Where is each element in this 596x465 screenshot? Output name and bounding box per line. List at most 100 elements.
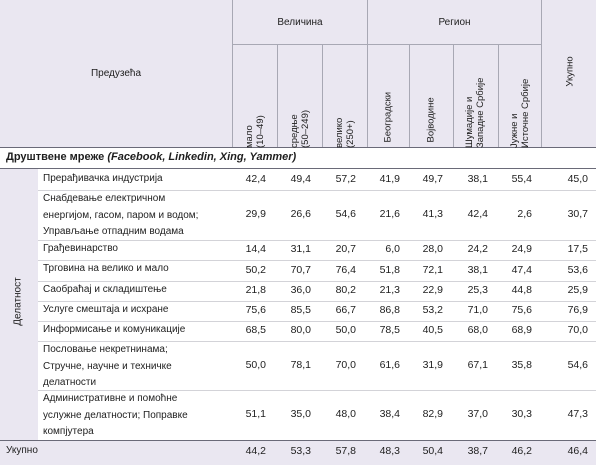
table-cell: 68,9: [511, 324, 532, 336]
table-cell: 50,2: [245, 263, 266, 276]
table-cell: 36,0: [290, 284, 311, 296]
table-cell: 61,6: [379, 358, 400, 371]
table-cell: 30,7: [567, 208, 588, 220]
total-cell: 50,4: [422, 445, 443, 457]
table-cell: 85,5: [290, 304, 311, 316]
col-header-large: велико (250+): [334, 117, 356, 148]
table-header: [0, 0, 596, 147]
table-cell: 24,2: [467, 243, 488, 255]
col-header-total: Укупно: [564, 56, 576, 87]
row-label: Грађевинарство: [43, 243, 118, 254]
row-label: Снабдевање електричном енергијом, гасом,…: [43, 193, 199, 237]
table-cell: 42,4: [467, 208, 488, 220]
table-cell: 53,2: [422, 304, 443, 316]
table-cell: 31,1: [290, 243, 311, 255]
col-header-south-east: Јужне и Источне Србије: [509, 78, 531, 148]
table-cell: 55,4: [511, 173, 532, 185]
table-cell: 75,6: [245, 304, 266, 316]
table-cell: 57,2: [335, 173, 356, 185]
table-cell: 50,0: [245, 358, 266, 371]
table-cell: 2,6: [517, 208, 532, 220]
table-cell: 72,1: [422, 263, 443, 276]
row-divider: [38, 260, 596, 261]
table-cell: 38,1: [467, 263, 488, 276]
table-cell: 25,3: [467, 284, 488, 296]
table-cell: 38,1: [467, 173, 488, 185]
table-cell: 20,7: [335, 243, 356, 255]
total-row: [0, 441, 596, 465]
table-cell: 53,6: [567, 263, 588, 276]
table-cell: 21,6: [379, 208, 400, 220]
region-group-header: Регион: [438, 16, 471, 28]
row-divider: [38, 190, 596, 191]
table-cell: 30,3: [511, 408, 532, 420]
table-cell: 68,5: [245, 324, 266, 336]
table-cell: 40,5: [422, 324, 443, 336]
row-divider: [38, 390, 596, 391]
total-cell: 46,4: [567, 445, 588, 457]
total-cell: 53,3: [290, 445, 311, 457]
table-cell: 68,0: [467, 324, 488, 336]
table-cell: 49,7: [422, 173, 443, 185]
table-cell: 54,6: [335, 208, 356, 220]
enterprises-header: Предузећа: [90, 68, 142, 79]
total-cell: 48,3: [379, 445, 400, 457]
table-cell: 51,1: [245, 408, 266, 420]
col-header-vojvodina: Војводине: [425, 97, 437, 143]
row-divider: [38, 240, 596, 241]
table-cell: 29,9: [245, 208, 266, 220]
table-cell: 71,0: [467, 304, 488, 316]
table-cell: 49,4: [290, 173, 311, 185]
table-cell: 14,4: [245, 243, 266, 255]
table-cell: 86,8: [379, 304, 400, 316]
row-label: Административне и помоћне услужне делатн…: [43, 393, 188, 437]
table-cell: 50,0: [335, 324, 356, 336]
col-header-medium: средње (50–249): [289, 109, 311, 148]
table-cell: 47,4: [511, 263, 532, 276]
total-cell: 38,7: [467, 445, 488, 457]
total-row-label: Укупно: [6, 445, 38, 456]
table-cell: 80,2: [335, 284, 356, 296]
table-cell: 24,9: [511, 243, 532, 255]
table-cell: 44,8: [511, 284, 532, 296]
row-divider: [38, 321, 596, 322]
col-header-sumadija: Шумадије и Западне Србије: [464, 77, 486, 148]
row-divider: [38, 281, 596, 282]
table-cell: 51,8: [379, 263, 400, 276]
table-cell: 38,4: [379, 408, 400, 420]
row-label: Трговина на велико и мало: [43, 263, 169, 274]
table-cell: 17,5: [567, 243, 588, 255]
table-cell: 70,7: [290, 263, 311, 276]
table-cell: 41,3: [422, 208, 443, 220]
row-label: Саобраћај и складиштење: [43, 284, 167, 295]
row-divider: [38, 301, 596, 302]
table-cell: 66,7: [335, 304, 356, 316]
row-label: Информисање и комуникације: [43, 324, 186, 335]
table-cell: 76,9: [567, 304, 588, 316]
table-cell: 6,0: [385, 243, 400, 255]
table-cell: 78,5: [379, 324, 400, 336]
row-label: Услуге смештаја и исхране: [43, 304, 169, 315]
section-title: Друштвене мреже (Facebook, Linkedin, Xin…: [6, 151, 297, 163]
table-cell: 76,4: [335, 263, 356, 276]
row-label: Прерађивачка индустрија: [43, 173, 163, 184]
row-divider: [38, 341, 596, 342]
table-cell: 37,0: [467, 408, 488, 420]
table-cell: 21,8: [245, 284, 266, 296]
table-cell: 22,9: [422, 284, 443, 296]
table-cell: 78,1: [290, 358, 311, 371]
table-cell: 67,1: [467, 358, 488, 371]
table-cell: 28,0: [422, 243, 443, 255]
table-cell: 41,9: [379, 173, 400, 185]
col-header-small: мало (10–49): [244, 115, 266, 148]
total-cell: 46,2: [511, 445, 532, 457]
table-cell: 21,3: [379, 284, 400, 296]
total-cell: 44,2: [245, 445, 266, 457]
table-cell: 48,0: [335, 408, 356, 420]
table-cell: 26,6: [290, 208, 311, 220]
table-cell: 35,8: [511, 358, 532, 371]
table-cell: 35,0: [290, 408, 311, 420]
table-cell: 82,9: [422, 408, 443, 420]
table-cell: 45,0: [567, 173, 588, 185]
